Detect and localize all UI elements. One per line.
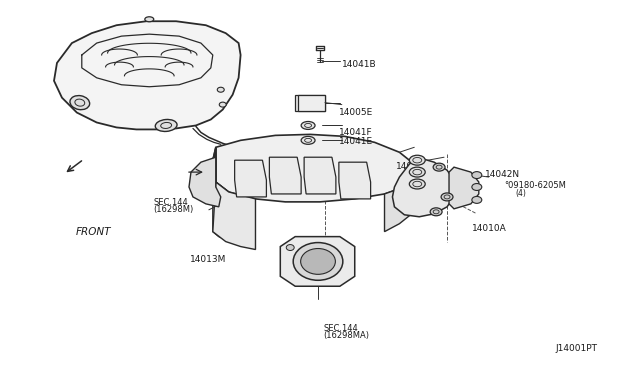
Polygon shape <box>392 157 454 217</box>
Text: 14010A: 14010A <box>472 224 508 233</box>
Text: (16298MA): (16298MA) <box>323 331 369 340</box>
Ellipse shape <box>441 193 453 201</box>
Ellipse shape <box>301 122 315 129</box>
Polygon shape <box>235 160 266 197</box>
Polygon shape <box>54 21 241 129</box>
Ellipse shape <box>433 163 445 171</box>
Ellipse shape <box>217 87 224 92</box>
Ellipse shape <box>220 102 226 107</box>
Text: 14010A: 14010A <box>396 162 431 171</box>
Text: 14041E: 14041E <box>339 137 373 146</box>
Text: FRONT: FRONT <box>76 227 111 237</box>
Polygon shape <box>213 147 255 250</box>
Polygon shape <box>385 164 417 232</box>
Polygon shape <box>449 167 479 209</box>
Ellipse shape <box>410 179 425 189</box>
Text: 14013M: 14013M <box>190 255 226 264</box>
Text: SEC.144: SEC.144 <box>323 324 358 333</box>
Text: J14001PT: J14001PT <box>555 344 597 353</box>
Ellipse shape <box>410 155 425 165</box>
Text: 14041F: 14041F <box>339 128 372 137</box>
Polygon shape <box>298 95 325 110</box>
Text: 14042N: 14042N <box>485 170 520 179</box>
Ellipse shape <box>293 243 343 280</box>
Text: SEC.144: SEC.144 <box>154 198 188 207</box>
Polygon shape <box>211 134 414 202</box>
Polygon shape <box>280 237 355 286</box>
Text: 14005E: 14005E <box>339 108 373 117</box>
Polygon shape <box>269 157 301 194</box>
Polygon shape <box>189 157 221 207</box>
Ellipse shape <box>70 96 90 110</box>
Ellipse shape <box>156 119 177 131</box>
Ellipse shape <box>472 171 482 179</box>
Text: (16298M): (16298M) <box>154 205 194 215</box>
Text: °09180-6205M: °09180-6205M <box>504 182 566 190</box>
Ellipse shape <box>430 208 442 216</box>
Polygon shape <box>339 162 371 199</box>
Ellipse shape <box>145 17 154 22</box>
Polygon shape <box>304 157 336 194</box>
Polygon shape <box>211 147 230 241</box>
Ellipse shape <box>410 167 425 177</box>
Ellipse shape <box>472 196 482 203</box>
Ellipse shape <box>301 248 335 274</box>
Polygon shape <box>295 95 325 110</box>
Ellipse shape <box>286 244 294 250</box>
Text: (4): (4) <box>516 189 527 198</box>
Ellipse shape <box>301 137 315 144</box>
Text: 14041B: 14041B <box>342 60 377 69</box>
Ellipse shape <box>472 183 482 190</box>
